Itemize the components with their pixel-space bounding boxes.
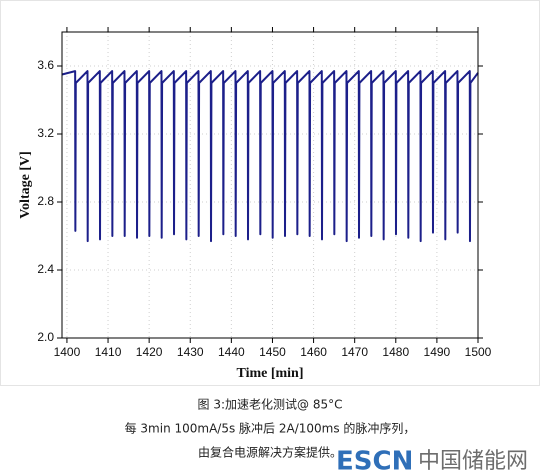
watermark-site: 中国储能网 xyxy=(418,449,528,474)
voltage-line xyxy=(61,70,479,243)
plot-border xyxy=(61,31,479,339)
x-tick-label: 1430 xyxy=(177,345,204,359)
y-tick-label: 2.4 xyxy=(37,262,54,276)
x-tick-label: 1420 xyxy=(136,345,163,359)
x-tick-label: 1410 xyxy=(95,345,122,359)
x-tick-label: 1470 xyxy=(341,345,368,359)
x-tick-label: 1490 xyxy=(424,345,451,359)
x-tick-label: 1450 xyxy=(259,345,286,359)
x-tick-label: 1440 xyxy=(218,345,245,359)
x-axis-label: Time [min] xyxy=(236,366,303,381)
y-tick-label: 3.6 xyxy=(37,58,54,72)
caption: 由复合电源解决方案提供。 xyxy=(198,445,342,460)
caption: 每 3min 100mA/5s 脉冲后 2A/100ms 的脉冲序列， xyxy=(125,421,416,436)
y-tick-label: 2.8 xyxy=(37,194,54,208)
y-axis-label: Voltage [V] xyxy=(18,151,33,219)
watermark-brand: ESCN xyxy=(336,447,413,476)
x-tick-label: 1500 xyxy=(465,345,492,359)
y-tick-label: 3.2 xyxy=(37,126,54,140)
caption: 图 3:加速老化测试@ 85°C xyxy=(198,397,343,412)
y-tick-label: 2.0 xyxy=(37,330,54,344)
x-tick-label: 1460 xyxy=(300,345,327,359)
x-tick-label: 1400 xyxy=(54,345,81,359)
x-tick-label: 1480 xyxy=(382,345,409,359)
